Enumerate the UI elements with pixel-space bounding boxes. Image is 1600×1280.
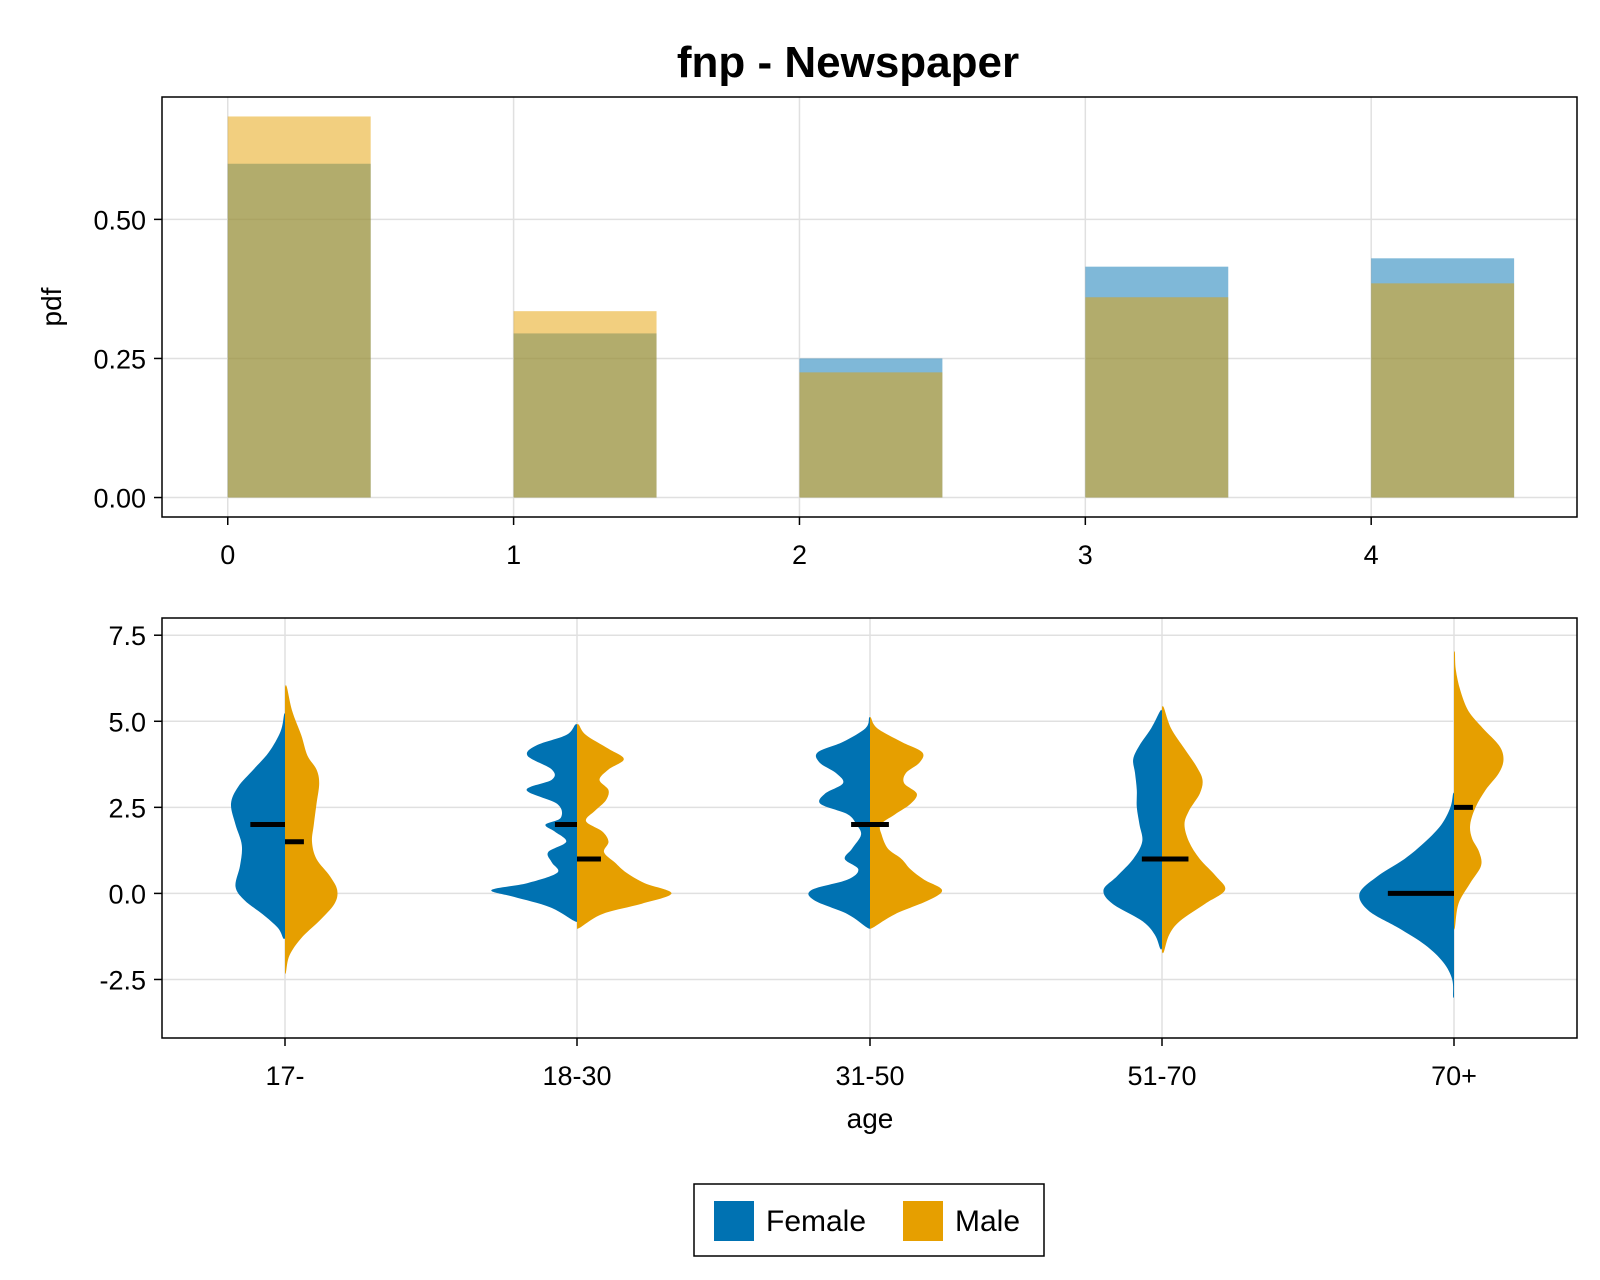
violin-ytick-label: 2.5 <box>108 793 146 823</box>
legend: Female Male <box>693 1183 1045 1257</box>
violin-male-70+ <box>1454 651 1504 930</box>
legend-label-female: Female <box>766 1205 866 1238</box>
hist-bar-male <box>227 116 371 498</box>
violin-xtick-label: 17- <box>265 1061 304 1091</box>
hist-bar-male <box>1085 297 1229 498</box>
violin-male-17- <box>285 685 338 974</box>
violin-ytick-label: -2.5 <box>99 965 146 995</box>
histogram-ylabel: pdf <box>36 287 67 326</box>
histogram-ticks: 0 1 2 3 4 0.00 0.25 0.50 <box>93 205 1378 570</box>
hist-bar-male <box>1371 283 1515 498</box>
violin-male-31-50 <box>869 717 943 929</box>
violin-medians <box>250 804 1473 896</box>
violin-male-18-30 <box>576 723 672 929</box>
violin-xtick-label: 70+ <box>1431 1061 1477 1091</box>
histogram-bars <box>227 116 1515 498</box>
legend-label-male: Male <box>955 1205 1020 1238</box>
legend-swatch-male <box>903 1201 943 1241</box>
violin-xtick-label: 31-50 <box>835 1061 904 1091</box>
violin-male-51-70 <box>1162 705 1226 954</box>
violin-xlabel: age <box>847 1103 894 1134</box>
violin-ytick-label: 7.5 <box>108 621 146 651</box>
violin-ytick-label: 0.0 <box>108 879 146 909</box>
legend-swatch-female <box>714 1201 754 1241</box>
histogram-frame <box>161 96 1578 518</box>
hist-bar-male <box>513 311 657 498</box>
hist-xtick-label: 1 <box>506 540 521 570</box>
hist-ytick-label: 0.00 <box>93 484 146 514</box>
hist-xtick-label: 4 <box>1364 540 1379 570</box>
hist-bar-male <box>799 372 943 498</box>
hist-xtick-label: 3 <box>1078 540 1093 570</box>
violin-xtick-label: 51-70 <box>1127 1061 1196 1091</box>
violin-female-31-50 <box>808 717 870 929</box>
violin-female-18-30 <box>491 723 578 922</box>
hist-ytick-label: 0.25 <box>93 344 146 374</box>
violin-panel: -2.5 0.0 2.5 5.0 7.5 17- 18-30 31-50 51-70 70+ ag… <box>99 617 1578 1134</box>
violin-ytick-label: 5.0 <box>108 707 146 737</box>
hist-xtick-label: 0 <box>220 540 235 570</box>
hist-ytick-label: 0.50 <box>93 205 146 235</box>
violin-female-51-70 <box>1103 709 1162 950</box>
violin-xtick-label: 18-30 <box>542 1061 611 1091</box>
histogram-panel: 0 1 2 3 4 0.00 0.25 0.50 pdf <box>36 96 1578 570</box>
violin-ticks: -2.5 0.0 2.5 5.0 7.5 17- 18-30 31-50 51-70 70+ <box>99 621 1476 1091</box>
hist-xtick-label: 2 <box>792 540 807 570</box>
chart-title: fnp - Newspaper <box>677 38 1019 87</box>
